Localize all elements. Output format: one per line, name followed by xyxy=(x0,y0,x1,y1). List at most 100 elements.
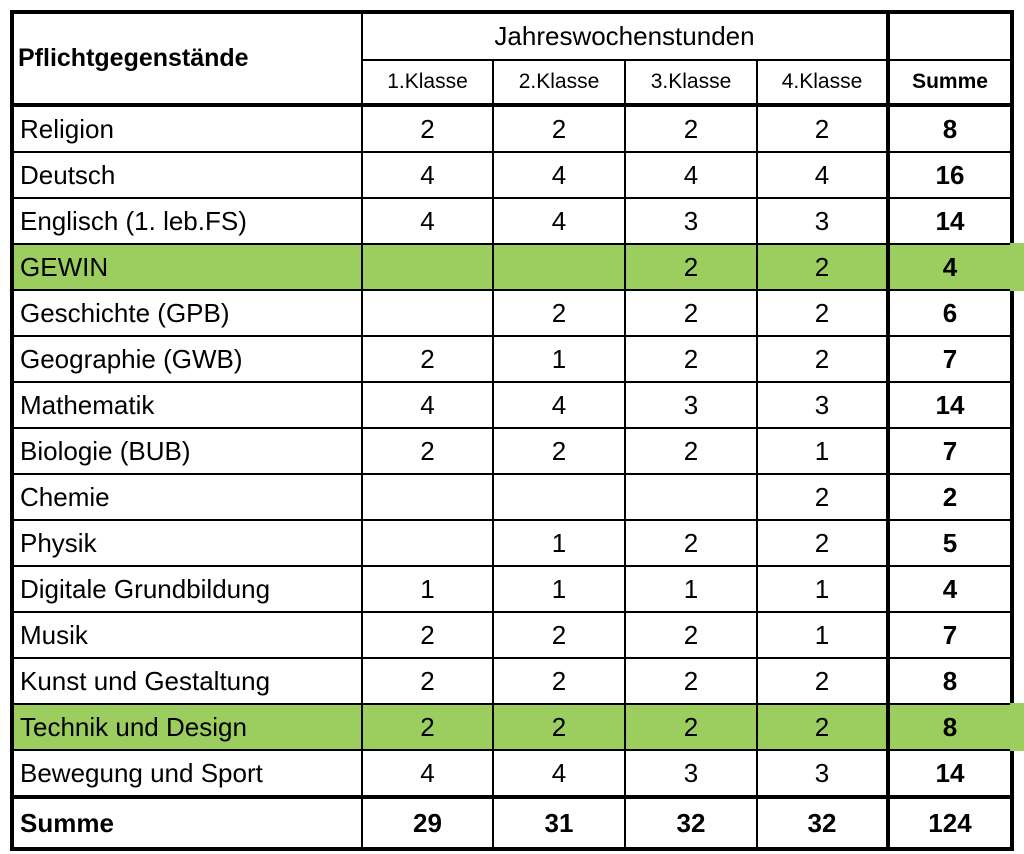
table-row: Mathematik 4 4 3 3 14 xyxy=(11,381,1013,429)
subject-name: Geschichte (GPB) xyxy=(11,289,363,337)
hours-cell: 2 xyxy=(624,611,758,659)
hours-cell: 4 xyxy=(361,749,494,798)
class-header: 1.Klasse xyxy=(361,59,494,107)
table-row: Bewegung und Sport 4 4 3 3 14 xyxy=(11,749,1013,798)
row-sum: 16 xyxy=(886,151,1013,199)
class-header: 2.Klasse xyxy=(492,59,626,107)
table-row: Physik 1 2 2 5 xyxy=(11,519,1013,567)
hours-cell: 2 xyxy=(624,703,758,751)
hours-cell: 2 xyxy=(756,243,889,291)
hours-cell: 3 xyxy=(624,197,758,245)
hours-cell: 2 xyxy=(361,427,494,475)
row-sum: 14 xyxy=(886,749,1013,798)
total-row: Summe 29 31 32 32 124 xyxy=(11,795,1013,850)
hours-cell: 1 xyxy=(492,565,626,613)
row-sum: 2 xyxy=(886,473,1013,521)
hours-cell: 2 xyxy=(756,519,889,567)
table-row: Geographie (GWB) 2 1 2 2 7 xyxy=(11,335,1013,383)
table-row: Kunst und Gestaltung 2 2 2 2 8 xyxy=(11,657,1013,705)
empty-header-cell xyxy=(886,11,1013,61)
subject-name: Geographie (GWB) xyxy=(11,335,363,383)
hours-cell: 4 xyxy=(492,381,626,429)
hours-cell xyxy=(361,519,494,567)
hours-cell: 2 xyxy=(756,703,889,751)
row-sum: 6 xyxy=(886,289,1013,337)
class-header: 3.Klasse xyxy=(624,59,758,107)
hours-cell: 1 xyxy=(492,335,626,383)
hours-cell: 2 xyxy=(624,243,758,291)
subject-name: Digitale Grundbildung xyxy=(11,565,363,613)
group-header: Jahreswochenstunden xyxy=(361,11,889,61)
row-sum: 4 xyxy=(886,243,1024,292)
hours-cell: 2 xyxy=(492,289,626,337)
subject-name: Chemie xyxy=(11,473,363,521)
subject-name: Bewegung und Sport xyxy=(11,749,363,798)
table-row: Musik 2 2 2 1 7 xyxy=(11,611,1013,659)
hours-cell xyxy=(361,243,494,291)
hours-cell: 3 xyxy=(756,381,889,429)
class-header: 4.Klasse xyxy=(756,59,889,107)
row-sum: 7 xyxy=(886,427,1013,475)
total-cell: 32 xyxy=(756,795,889,850)
row-sum: 4 xyxy=(886,565,1013,613)
hours-cell: 1 xyxy=(624,565,758,613)
total-cell: 31 xyxy=(492,795,626,850)
hours-cell: 2 xyxy=(756,289,889,337)
hours-cell: 1 xyxy=(756,427,889,475)
hours-cell: 3 xyxy=(624,749,758,798)
hours-cell xyxy=(361,289,494,337)
grand-total: 124 xyxy=(886,795,1013,850)
total-label: Summe xyxy=(11,795,363,850)
hours-cell: 4 xyxy=(492,197,626,245)
hours-cell: 2 xyxy=(756,473,889,521)
row-sum: 7 xyxy=(886,335,1013,383)
hours-cell: 2 xyxy=(492,427,626,475)
subject-name: Physik xyxy=(11,519,363,567)
hours-cell: 1 xyxy=(756,611,889,659)
hours-cell xyxy=(361,473,494,521)
row-sum: 8 xyxy=(886,104,1013,153)
row-sum: 7 xyxy=(886,611,1013,659)
hours-cell: 4 xyxy=(361,381,494,429)
hours-cell: 2 xyxy=(361,611,494,659)
table-row: Englisch (1. leb.FS) 4 4 3 3 14 xyxy=(11,197,1013,245)
hours-cell: 2 xyxy=(361,335,494,383)
hours-cell: 2 xyxy=(361,703,494,751)
hours-cell: 4 xyxy=(361,197,494,245)
table-row: GEWIN 2 2 4 xyxy=(11,243,1024,292)
table-row: Geschichte (GPB) 2 2 2 6 xyxy=(11,289,1013,337)
hours-cell: 2 xyxy=(624,519,758,567)
hours-cell: 2 xyxy=(756,335,889,383)
sum-header: Summe xyxy=(886,59,1013,107)
hours-cell: 2 xyxy=(756,657,889,705)
total-cell: 29 xyxy=(361,795,494,850)
subject-name: Mathematik xyxy=(11,381,363,429)
hours-cell: 2 xyxy=(624,104,758,153)
hours-cell: 2 xyxy=(624,657,758,705)
subject-name: Musik xyxy=(11,611,363,659)
hours-cell: 2 xyxy=(624,289,758,337)
hours-cell: 2 xyxy=(756,104,889,153)
table-row: Religion 2 2 2 2 8 xyxy=(11,104,1013,153)
hours-cell: 2 xyxy=(492,611,626,659)
row-sum: 14 xyxy=(886,381,1013,429)
subject-name: Biologie (BUB) xyxy=(11,427,363,475)
hours-cell: 3 xyxy=(624,381,758,429)
hours-cell xyxy=(492,473,626,521)
hours-cell: 3 xyxy=(756,749,889,798)
subject-name: Religion xyxy=(11,104,363,153)
hours-cell: 4 xyxy=(756,151,889,199)
subject-name: Englisch (1. leb.FS) xyxy=(11,197,363,245)
subject-name: Deutsch xyxy=(11,151,363,199)
hours-cell: 4 xyxy=(492,151,626,199)
hours-cell: 4 xyxy=(492,749,626,798)
total-cell: 32 xyxy=(624,795,758,850)
hours-cell: 2 xyxy=(624,335,758,383)
table-row: Deutsch 4 4 4 4 16 xyxy=(11,151,1013,199)
hours-cell: 1 xyxy=(492,519,626,567)
hours-cell: 1 xyxy=(361,565,494,613)
table-row: Digitale Grundbildung 1 1 1 1 4 xyxy=(11,565,1013,613)
table-row: Technik und Design 2 2 2 2 8 xyxy=(11,703,1024,752)
hours-cell: 2 xyxy=(624,427,758,475)
row-sum: 8 xyxy=(886,657,1013,705)
